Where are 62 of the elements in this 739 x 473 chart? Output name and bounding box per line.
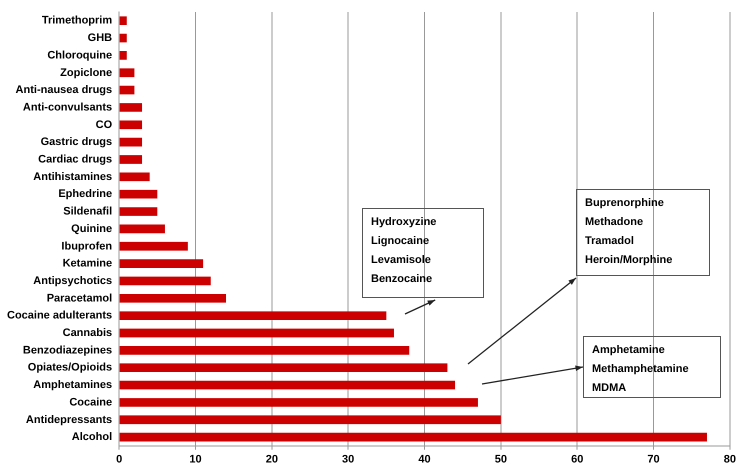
y-tick-label: Paracetamol — [46, 292, 112, 304]
y-tick-label: Gastric drugs — [40, 136, 112, 148]
bar — [120, 120, 142, 130]
bar — [120, 207, 158, 216]
bar — [120, 51, 127, 60]
y-tick-label: Alcohol — [72, 431, 112, 444]
y-tick-label: Cocaine — [69, 396, 112, 408]
bar — [120, 398, 478, 407]
bar — [120, 346, 410, 355]
y-tick-label: Quinine — [71, 222, 112, 235]
y-tick-label: Zopiclone — [60, 66, 112, 79]
bar — [120, 363, 448, 372]
bar — [120, 138, 142, 146]
bar — [120, 276, 211, 286]
bar — [120, 86, 134, 94]
y-tick-label: Antipsychotics — [33, 274, 112, 287]
y-tick-label: Antihistamines — [33, 170, 112, 183]
y-tick-label: GHB — [88, 32, 112, 44]
y-tick-label: CO — [96, 118, 113, 131]
x-tick-label: 70 — [647, 453, 660, 466]
x-tick-label: 10 — [189, 453, 202, 466]
y-tick-label: Ketamine — [62, 258, 112, 270]
bar — [120, 242, 188, 251]
y-tick-label: Benzodiazepines — [22, 344, 112, 356]
bar — [120, 294, 226, 303]
bar — [120, 34, 127, 42]
x-tick-label: 60 — [571, 453, 584, 466]
y-tick-label: Cardiac drugs — [38, 154, 112, 166]
x-tick-label: 0 — [116, 453, 122, 466]
bar — [120, 432, 707, 442]
bar — [120, 380, 456, 390]
x-tick-label: 50 — [494, 453, 507, 466]
bar — [120, 311, 386, 320]
x-tick-label: 40 — [418, 453, 431, 466]
x-tick-label: 30 — [342, 453, 354, 466]
y-tick-label: Ibuprofen — [61, 240, 112, 252]
y-tick-label: Anti-nausea drugs — [16, 84, 112, 96]
bar — [120, 328, 394, 338]
bar — [120, 259, 204, 268]
bar — [120, 415, 501, 424]
note-box: Hydroxyzine Lignocaine Levamisole Benzocaine — [362, 208, 484, 298]
y-tick-label: Chloroquine — [47, 49, 112, 62]
y-tick-label: Ephedrine — [58, 188, 112, 200]
x-tick-label: 20 — [266, 453, 278, 466]
y-tick-label: Amphetamines — [33, 379, 112, 392]
x-tick-label: 80 — [724, 453, 736, 466]
bar — [120, 155, 142, 164]
y-tick-label: Trimethoprim — [42, 14, 112, 27]
bar — [120, 224, 165, 234]
note-box: Amphetamine Methamphetamine MDMA — [583, 336, 721, 398]
y-tick-label: Sildenafil — [63, 206, 112, 218]
note-box: Buprenorphine Methadone Tramadol Heroin/Morphine — [576, 189, 710, 276]
y-tick-label: Cannabis — [62, 327, 112, 340]
bar — [120, 172, 150, 182]
bar — [120, 190, 158, 199]
y-tick-label: Opiates/Opioids — [28, 362, 112, 374]
y-tick-label: Cocaine adulterants — [7, 310, 112, 322]
bar — [120, 68, 134, 78]
y-tick-label: Antidepressants — [26, 414, 112, 426]
bar — [120, 16, 127, 26]
bar — [120, 103, 142, 112]
y-tick-label: Anti-convulsants — [22, 101, 112, 114]
